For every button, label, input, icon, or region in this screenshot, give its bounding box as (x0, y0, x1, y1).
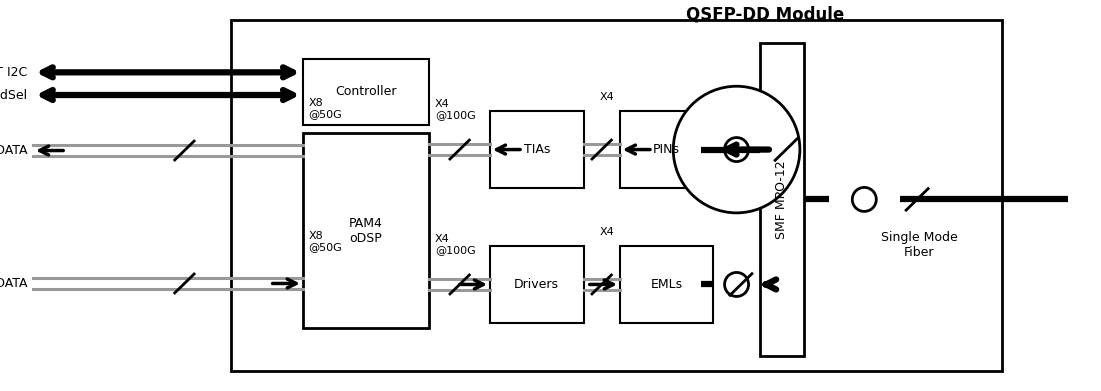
Circle shape (673, 86, 799, 213)
Bar (490, 246, 584, 323)
Bar (231, 20, 1002, 371)
Text: X8
@50G: X8 @50G (308, 231, 342, 252)
Bar (620, 246, 713, 323)
Text: X4
@100G: X4 @100G (435, 99, 476, 120)
Text: PINs: PINs (653, 143, 680, 156)
Text: EMLs: EMLs (651, 278, 683, 291)
Bar (303, 59, 429, 125)
Text: RX DATA: RX DATA (0, 144, 28, 157)
Bar (490, 111, 584, 188)
Bar (303, 133, 429, 328)
Text: Controller: Controller (336, 85, 396, 99)
Text: INTL/LP /RST /ModSel: INTL/LP /RST /ModSel (0, 88, 28, 102)
Circle shape (724, 138, 749, 161)
Text: TX DATA: TX DATA (0, 277, 28, 290)
Text: Drivers: Drivers (514, 278, 559, 291)
Text: HOST I2C: HOST I2C (0, 66, 28, 79)
Text: PAM4
oDSP: PAM4 oDSP (349, 217, 383, 245)
Circle shape (852, 187, 876, 212)
Text: X4
@100G: X4 @100G (435, 233, 476, 255)
Text: SMF MPO-12: SMF MPO-12 (775, 160, 788, 239)
Text: X4: X4 (600, 226, 614, 237)
Text: X4: X4 (600, 91, 614, 102)
Text: Single Mode
Fiber: Single Mode Fiber (881, 231, 958, 259)
Bar (620, 111, 713, 188)
Text: TIAs: TIAs (524, 143, 549, 156)
Bar (760, 43, 804, 356)
Circle shape (724, 273, 749, 296)
Text: QSFP-DD Module: QSFP-DD Module (686, 5, 844, 23)
Text: X8
@50G: X8 @50G (308, 98, 342, 119)
